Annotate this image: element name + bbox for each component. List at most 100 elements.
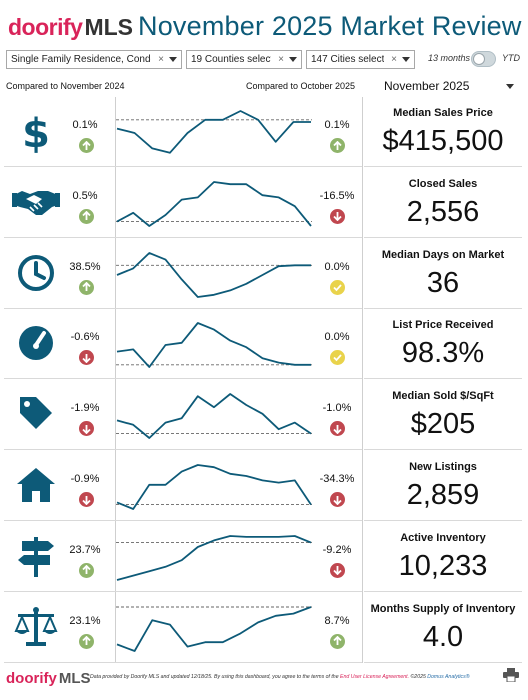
counties-filter[interactable]: 19 Counties selected × [186, 50, 302, 69]
metric-name: Median Sales Price [393, 107, 493, 119]
svg-text:$: $ [22, 111, 50, 153]
row-divider [4, 661, 362, 663]
chevron-down-icon[interactable] [289, 57, 297, 62]
compare-mom-label: Compared to October 2025 [246, 81, 356, 91]
yoy-trend-up-arrow-icon [79, 633, 94, 649]
metric-value: 2,556 [406, 195, 480, 228]
page-title: November 2025 Market Review [138, 11, 522, 41]
toggle-label-13-months: 13 months [428, 53, 471, 63]
mom-change: -16.5% [319, 189, 355, 202]
property-type-value: Single Family Residence, Condominium [11, 54, 151, 65]
clear-icon[interactable]: × [278, 54, 284, 65]
metric-name: Months Supply of Inventory [370, 602, 516, 615]
metric-name: Median Sold $/SqFt [392, 390, 494, 403]
metric-divider [364, 520, 522, 521]
metric-name: New Listings [409, 461, 477, 473]
handshake-icon [10, 180, 62, 224]
comparison-header: Compared to November 2024 Compared to Oc… [0, 79, 528, 95]
header: doorify MLS November 2025 Market Review [0, 0, 528, 46]
metric-name: Closed Sales [408, 177, 478, 190]
metric-row: 38.5% 0.0% [4, 239, 524, 309]
metric-card: Months Supply of Inventory 4.0 [364, 593, 522, 663]
scales-icon [10, 605, 62, 649]
logo-mls: MLS [84, 13, 134, 40]
chevron-down-icon[interactable] [506, 84, 514, 89]
trend-line [116, 180, 312, 227]
metric-card: Median Sales Price $415,500 [364, 97, 522, 167]
domus-analytics-link[interactable]: Domus Analytics® [427, 674, 470, 680]
trend-line [116, 322, 311, 369]
toggle-label-ytd: YTD [502, 53, 520, 63]
cities-value: 147 Cities selected [311, 54, 384, 65]
mom-trend-down-arrow-icon [330, 421, 345, 437]
footer-text: Data provided by Doorify MLS and updated… [90, 674, 341, 680]
cities-filter[interactable]: 147 Cities selected × [306, 50, 415, 69]
metric-divider [364, 449, 522, 451]
metric-card: New Listings 2,859 [364, 451, 522, 521]
yoy-change: 23.1% [69, 614, 101, 627]
filter-bar: Single Family Residence, Condominium × 1… [0, 50, 528, 70]
trend-line [116, 110, 311, 154]
clock-icon [10, 251, 62, 295]
trend-sparkline [116, 251, 312, 298]
footer-disclaimer: Data provided by Doorify MLS and updated… [90, 674, 470, 680]
signpost-icon [10, 534, 62, 578]
metric-value: 10,233 [398, 549, 488, 582]
property-type-filter[interactable]: Single Family Residence, Condominium × [6, 50, 182, 69]
yoy-change: -0.6% [70, 331, 100, 344]
divider [362, 97, 363, 663]
metric-value: 2,859 [406, 479, 480, 511]
metric-row: 23.7% -9.2% [4, 522, 524, 592]
price-tag-icon [10, 392, 62, 436]
chevron-down-icon[interactable] [169, 57, 177, 62]
mom-trend-check-icon [330, 350, 345, 366]
mom-trend-down-arrow-icon [330, 492, 345, 507]
yoy-trend-down-arrow-icon [79, 421, 94, 437]
ytd-toggle[interactable] [471, 51, 496, 67]
trend-sparkline [116, 110, 312, 154]
yoy-change: -1.9% [70, 402, 100, 415]
mom-change: -1.0% [322, 402, 352, 415]
yoy-trend-up-arrow-icon [79, 208, 94, 224]
row-divider [4, 166, 362, 167]
trend-line [116, 393, 312, 440]
dollar-icon: $ [10, 109, 62, 153]
mom-trend-down-arrow-icon [330, 562, 345, 578]
compare-yoy-label: Compared to November 2024 [6, 81, 125, 91]
trend-sparkline [116, 180, 312, 227]
metric-value: 4.0 [422, 620, 464, 653]
mom-change: -9.2% [322, 543, 352, 556]
metric-name: Median Days on Market [381, 248, 505, 261]
month-select-value: November 2025 [384, 79, 470, 93]
mom-change: 0.0% [324, 260, 350, 273]
metric-divider [364, 661, 522, 663]
metric-value: $415,500 [382, 125, 504, 157]
metric-divider [364, 590, 522, 592]
row-divider [4, 236, 362, 238]
metric-card: List Price Received 98.3% [364, 309, 522, 380]
eula-link[interactable]: End User License Agreement. [340, 674, 410, 680]
toggle-knob [473, 53, 485, 65]
metric-divider [364, 166, 522, 167]
row-divider [4, 520, 362, 521]
doorify-mls-logo: doorify MLS [8, 12, 133, 42]
row-divider [4, 307, 362, 309]
trend-sparkline [116, 605, 312, 652]
trend-sparkline [116, 393, 312, 440]
month-select[interactable]: November 2025 [384, 79, 514, 93]
trend-sparkline [116, 464, 312, 510]
trend-line [116, 534, 312, 581]
print-icon[interactable] [503, 668, 519, 682]
chevron-down-icon[interactable] [402, 57, 410, 62]
clear-icon[interactable]: × [391, 54, 397, 65]
metric-card: Median Days on Market 36 [364, 239, 522, 309]
yoy-change: 0.5% [72, 189, 98, 202]
trend-line [116, 464, 312, 510]
yoy-change: -0.9% [70, 473, 100, 485]
metric-card: Active Inventory 10,233 [364, 522, 522, 592]
footer-logo-mls: MLS [58, 670, 91, 687]
clear-icon[interactable]: × [158, 54, 164, 65]
metric-value: 98.3% [401, 337, 485, 370]
trend-sparkline [116, 534, 312, 581]
mom-change: 0.0% [324, 331, 350, 344]
